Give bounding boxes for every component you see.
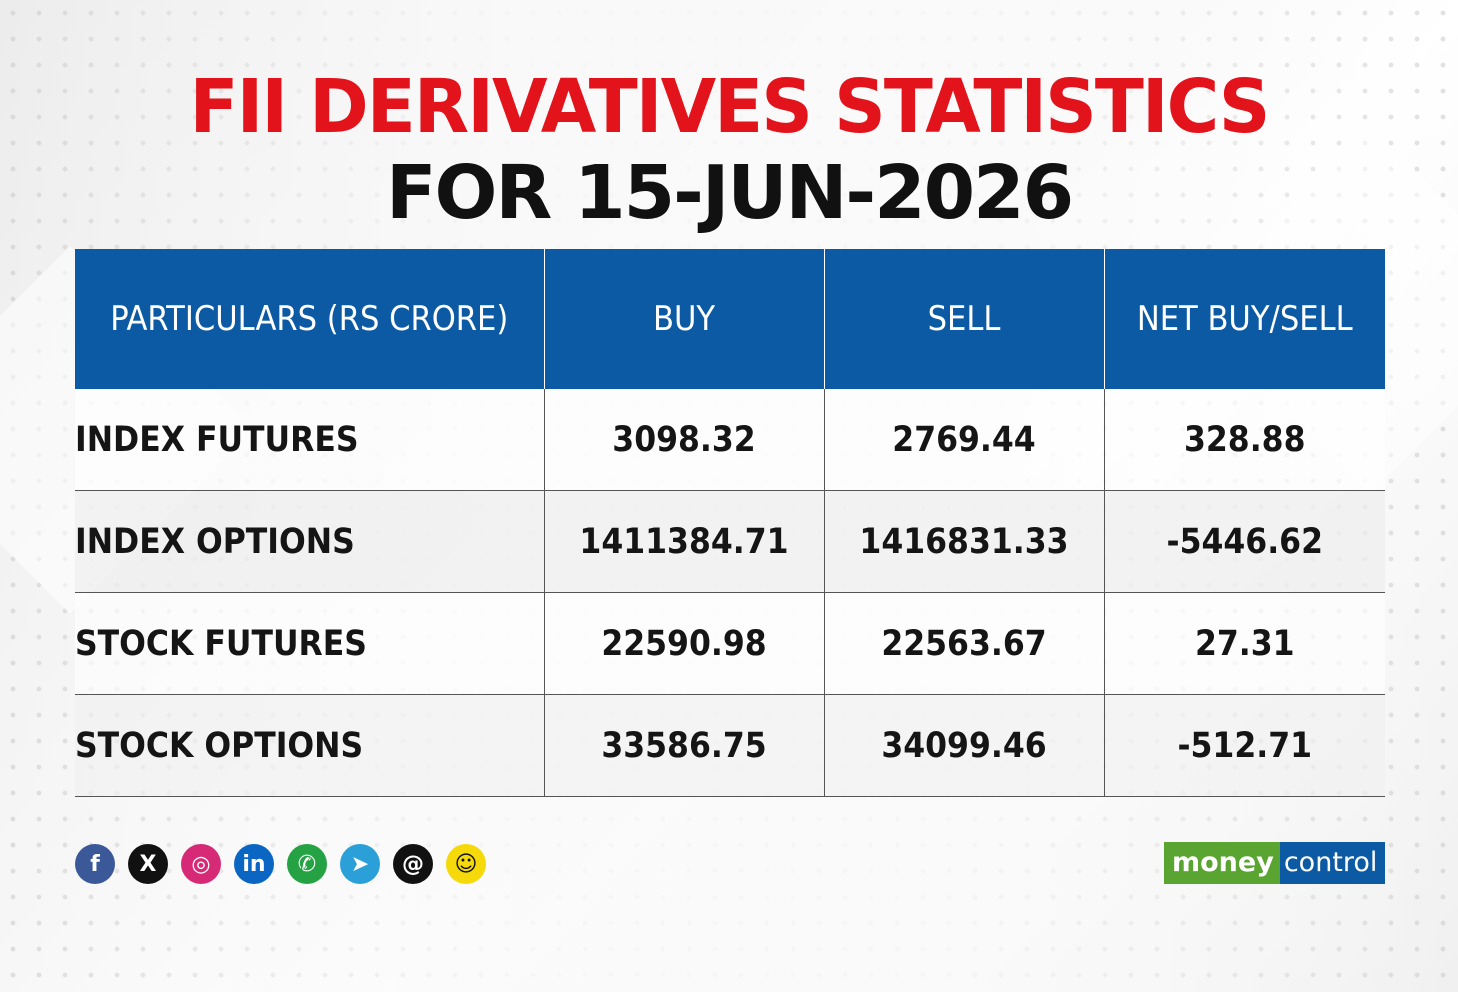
row-buy: 1411384.71 (544, 490, 825, 593)
logo-control: control (1279, 842, 1386, 884)
linkedin-icon[interactable]: in (234, 844, 274, 884)
row-particular: STOCK FUTURES (75, 592, 545, 695)
table-row: INDEX FUTURES 3098.32 2769.44 328.88 (75, 389, 1385, 491)
table-header-row: PARTICULARS (RS CRORE) BUY SELL NET BUY/… (75, 249, 1385, 389)
fii-derivatives-table: PARTICULARS (RS CRORE) BUY SELL NET BUY/… (75, 249, 1385, 797)
row-buy: 3098.32 (544, 389, 825, 491)
row-sell: 22563.67 (824, 592, 1105, 695)
header-particulars: PARTICULARS (RS CRORE) (75, 249, 545, 389)
header-buy: BUY (544, 249, 825, 389)
row-net: -512.71 (1104, 694, 1385, 797)
header-sell: SELL (824, 249, 1105, 389)
row-sell: 34099.46 (824, 694, 1105, 797)
threads-icon[interactable]: @ (393, 844, 433, 884)
page-title: FII DERIVATIVES STATISTICS (189, 64, 1270, 150)
table-row: STOCK OPTIONS 33586.75 34099.46 -512.71 (75, 694, 1385, 797)
whatsapp-icon[interactable]: ✆ (287, 844, 327, 884)
row-particular: INDEX FUTURES (75, 389, 545, 491)
moneycontrol-logo: money control (1164, 842, 1386, 884)
row-net: 27.31 (1104, 592, 1385, 695)
row-buy: 33586.75 (544, 694, 825, 797)
header-net-buy-sell: NET BUY/SELL (1104, 249, 1385, 389)
row-net: -5446.62 (1104, 490, 1385, 593)
row-particular: STOCK OPTIONS (75, 694, 545, 797)
row-particular: INDEX OPTIONS (75, 490, 545, 593)
page-subtitle-date: FOR 15-JUN-2026 (385, 150, 1074, 236)
logo-money: money (1164, 842, 1280, 884)
snapchat-icon[interactable]: ☺ (446, 844, 486, 884)
facebook-icon[interactable]: f (75, 844, 115, 884)
x-icon[interactable]: X (128, 844, 168, 884)
row-sell: 1416831.33 (824, 490, 1105, 593)
row-net: 328.88 (1104, 389, 1385, 491)
table-row: STOCK FUTURES 22590.98 22563.67 27.31 (75, 592, 1385, 695)
telegram-icon[interactable]: ➤ (340, 844, 380, 884)
table-row: INDEX OPTIONS 1411384.71 1416831.33 -544… (75, 490, 1385, 593)
instagram-icon[interactable]: ◎ (181, 844, 221, 884)
row-buy: 22590.98 (544, 592, 825, 695)
row-sell: 2769.44 (824, 389, 1105, 491)
social-icons: f X ◎ in ✆ ➤ @ ☺ (75, 844, 486, 884)
